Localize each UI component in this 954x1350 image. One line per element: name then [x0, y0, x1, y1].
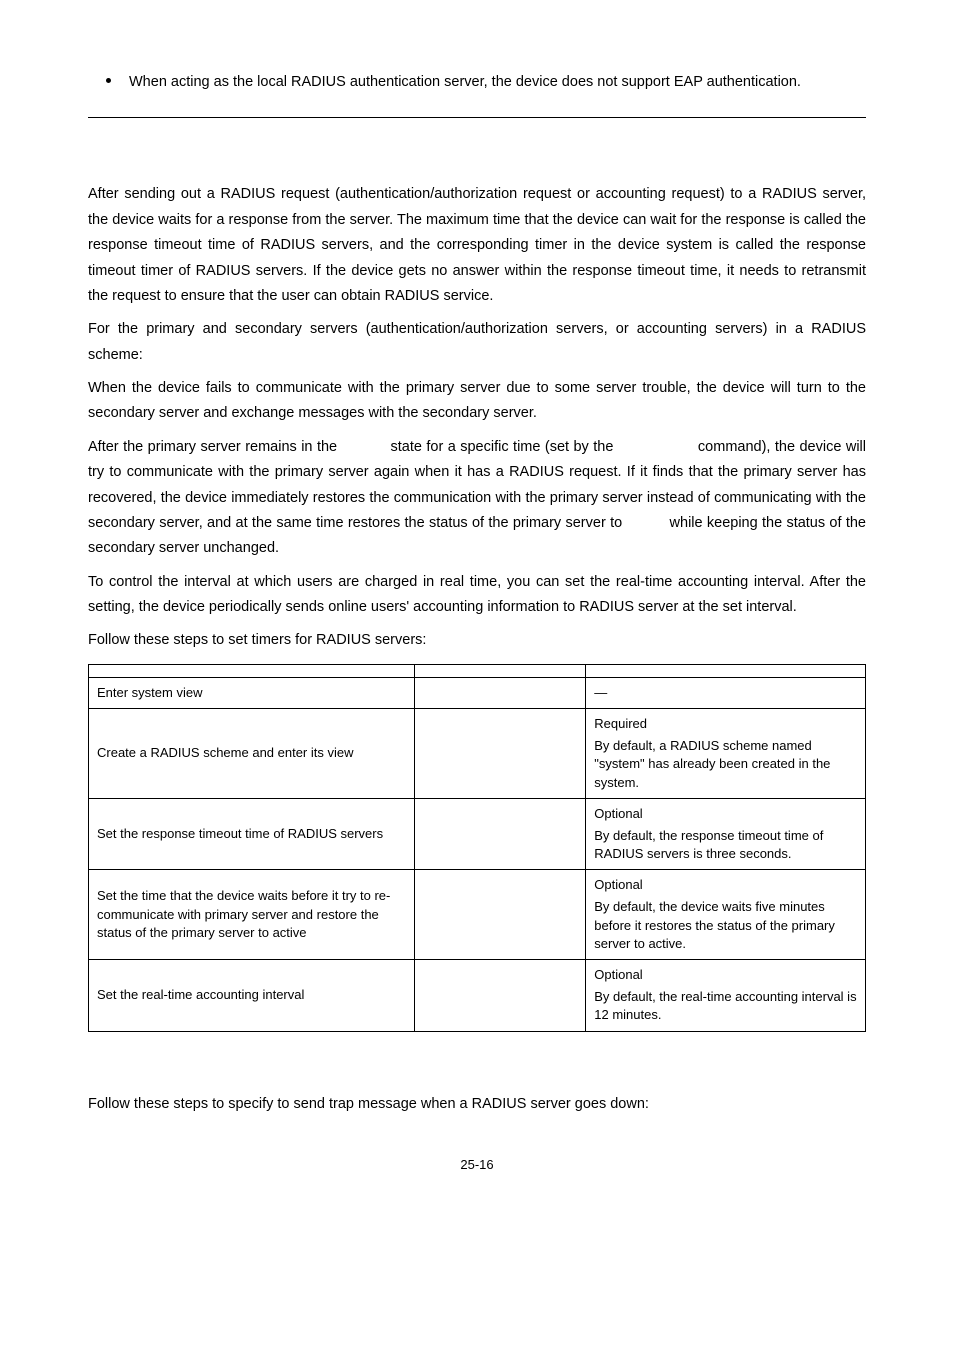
- steps-table: Enter system view — Create a RADIUS sche…: [88, 664, 866, 1032]
- table-header-row: [89, 664, 866, 677]
- cell-todo: Create a RADIUS scheme and enter its vie…: [89, 708, 415, 798]
- cell-remarks: Required By default, a RADIUS scheme nam…: [586, 708, 866, 798]
- paragraph-7: Follow these steps to specify to send tr…: [88, 1092, 866, 1117]
- cell-command: [415, 870, 586, 960]
- bullet-item: When acting as the local RADIUS authenti…: [88, 70, 866, 95]
- cell-command: [415, 798, 586, 870]
- cell-todo: Set the real-time accounting interval: [89, 960, 415, 1032]
- cell-remarks: Optional By default, the device waits fi…: [586, 870, 866, 960]
- remark-body: By default, the real-time accounting int…: [594, 988, 857, 1024]
- cell-remarks: Optional By default, the real-time accou…: [586, 960, 866, 1032]
- page-number: 25-16: [88, 1157, 866, 1172]
- cell-todo: Enter system view: [89, 677, 415, 708]
- table-row: Create a RADIUS scheme and enter its vie…: [89, 708, 866, 798]
- cell-command: [415, 677, 586, 708]
- section-divider: [88, 117, 866, 118]
- table-row: Enter system view —: [89, 677, 866, 708]
- table-header-command: [415, 664, 586, 677]
- remark-title: Required: [594, 715, 857, 733]
- table-header-todo: [89, 664, 415, 677]
- cell-remarks: Optional By default, the response timeou…: [586, 798, 866, 870]
- cell-command: [415, 708, 586, 798]
- cell-command: [415, 960, 586, 1032]
- remark-body: By default, the response timeout time of…: [594, 827, 857, 863]
- bullet-dot-icon: [106, 78, 111, 83]
- remark-title: Optional: [594, 805, 857, 823]
- bullet-text: When acting as the local RADIUS authenti…: [129, 70, 866, 95]
- remark-title: Optional: [594, 876, 857, 894]
- table-row: Set the response timeout time of RADIUS …: [89, 798, 866, 870]
- remark-body: By default, the device waits five minute…: [594, 898, 857, 953]
- paragraph-4: After the primary server remains in the …: [88, 435, 866, 562]
- paragraph-2: For the primary and secondary servers (a…: [88, 317, 866, 368]
- table-header-remarks: [586, 664, 866, 677]
- remark-body: By default, a RADIUS scheme named "syste…: [594, 737, 857, 792]
- table-row: Set the time that the device waits befor…: [89, 870, 866, 960]
- remark-title: Optional: [594, 966, 857, 984]
- paragraph-6: Follow these steps to set timers for RAD…: [88, 628, 866, 653]
- cell-todo: Set the time that the device waits befor…: [89, 870, 415, 960]
- paragraph-1: After sending out a RADIUS request (auth…: [88, 182, 866, 309]
- cell-todo: Set the response timeout time of RADIUS …: [89, 798, 415, 870]
- cell-remarks: —: [586, 677, 866, 708]
- paragraph-3: When the device fails to communicate wit…: [88, 376, 866, 427]
- paragraph-5: To control the interval at which users a…: [88, 570, 866, 621]
- table-row: Set the real-time accounting interval Op…: [89, 960, 866, 1032]
